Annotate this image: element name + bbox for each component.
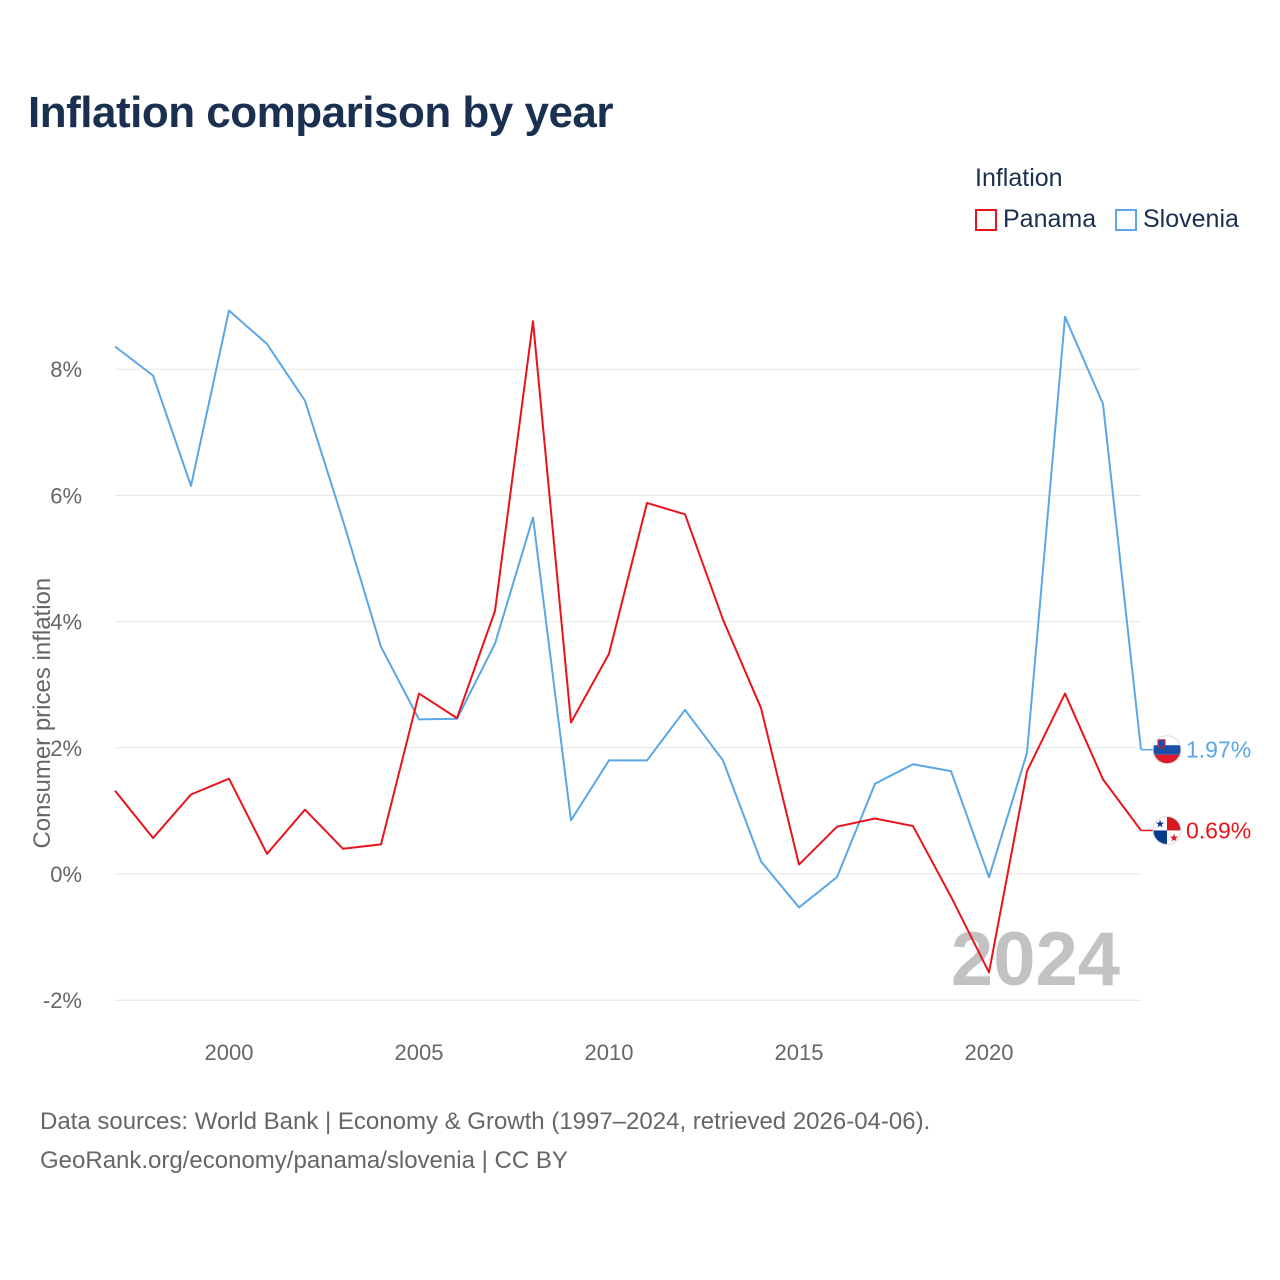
legend-title: Inflation bbox=[975, 164, 1063, 192]
year-watermark: 2024 bbox=[951, 917, 1120, 1002]
y-tick-label: 0% bbox=[50, 862, 82, 887]
data-point-slovenia bbox=[1063, 314, 1068, 319]
data-point-panama bbox=[113, 788, 118, 793]
footer-sources: Data sources: World Bank | Economy & Gro… bbox=[40, 1108, 931, 1135]
data-point-panama bbox=[227, 776, 232, 781]
data-point-panama bbox=[1101, 777, 1106, 782]
svg-text:★: ★ bbox=[1155, 818, 1165, 830]
footer-link[interactable]: GeoRank.org/economy/panama/slovenia | CC… bbox=[40, 1147, 568, 1174]
data-point-slovenia bbox=[531, 515, 536, 520]
slovenia-flag-icon bbox=[1152, 735, 1182, 765]
svg-text:★: ★ bbox=[1169, 832, 1179, 844]
data-point-slovenia bbox=[911, 762, 916, 767]
data-point-slovenia bbox=[1025, 750, 1030, 755]
data-point-panama bbox=[987, 970, 992, 975]
data-point-panama bbox=[1063, 691, 1068, 696]
data-point-panama bbox=[721, 617, 726, 622]
data-point-slovenia bbox=[873, 781, 878, 786]
y-axis-label: Consumer prices inflation bbox=[29, 578, 56, 849]
y-tick-label: 8% bbox=[50, 357, 82, 382]
y-tick-label: 2% bbox=[50, 736, 82, 761]
data-point-slovenia bbox=[987, 875, 992, 880]
x-tick-label: 2015 bbox=[775, 1040, 824, 1065]
data-point-slovenia bbox=[645, 758, 650, 763]
data-point-slovenia bbox=[379, 644, 384, 649]
data-point-slovenia bbox=[835, 875, 840, 880]
data-point-slovenia bbox=[721, 758, 726, 763]
data-point-slovenia bbox=[113, 344, 118, 349]
data-point-slovenia bbox=[797, 905, 802, 910]
data-point-panama bbox=[303, 807, 308, 812]
data-point-slovenia bbox=[607, 758, 612, 763]
y-tick-label: -2% bbox=[43, 988, 82, 1013]
series-line-slovenia bbox=[114, 309, 1142, 909]
data-point-panama bbox=[911, 824, 916, 829]
chart-title: Inflation comparison by year bbox=[28, 88, 614, 137]
data-point-panama bbox=[759, 706, 764, 711]
end-value-label-slovenia: 1.97% bbox=[1186, 737, 1251, 763]
data-point-slovenia bbox=[303, 398, 308, 403]
legend-label-slovenia: Slovenia bbox=[1143, 205, 1239, 233]
data-point-panama bbox=[949, 894, 954, 899]
data-point-panama bbox=[265, 851, 270, 856]
data-point-panama bbox=[379, 842, 384, 847]
panama-flag-icon: ★★ bbox=[1152, 815, 1182, 845]
x-tick-label: 2000 bbox=[205, 1040, 254, 1065]
legend-item-panama[interactable]: Panama bbox=[975, 205, 1096, 234]
data-point-panama bbox=[531, 319, 536, 324]
data-point-panama bbox=[1025, 769, 1030, 774]
legend-item-slovenia[interactable]: Slovenia bbox=[1115, 205, 1239, 234]
data-point-panama bbox=[569, 720, 574, 725]
data-point-slovenia bbox=[151, 373, 156, 378]
data-point-slovenia bbox=[759, 859, 764, 864]
x-tick-label: 2010 bbox=[585, 1040, 634, 1065]
data-point-slovenia bbox=[341, 518, 346, 523]
legend-swatch-slovenia bbox=[1115, 208, 1137, 231]
y-tick-label: 6% bbox=[50, 483, 82, 508]
data-point-panama bbox=[873, 816, 878, 821]
data-point-panama bbox=[683, 512, 688, 517]
data-point-panama bbox=[835, 824, 840, 829]
data-point-panama bbox=[341, 846, 346, 851]
data-point-panama bbox=[797, 862, 802, 867]
data-point-slovenia bbox=[493, 641, 498, 646]
data-point-panama bbox=[607, 651, 612, 656]
data-point-panama bbox=[151, 836, 156, 841]
data-point-panama bbox=[493, 608, 498, 613]
y-tick-label: 4% bbox=[50, 610, 82, 635]
data-point-slovenia bbox=[265, 341, 270, 346]
data-point-slovenia bbox=[683, 707, 688, 712]
x-tick-label: 2020 bbox=[965, 1040, 1014, 1065]
data-point-slovenia bbox=[189, 483, 194, 488]
data-point-panama bbox=[417, 691, 422, 696]
data-point-panama bbox=[455, 716, 460, 721]
data-point-slovenia bbox=[227, 308, 232, 313]
end-value-label-panama: 0.69% bbox=[1186, 817, 1251, 843]
legend-label-panama: Panama bbox=[1003, 205, 1097, 233]
data-point-slovenia bbox=[569, 818, 574, 823]
legend-swatch-panama bbox=[975, 208, 997, 231]
data-point-panama bbox=[645, 500, 650, 505]
x-tick-label: 2005 bbox=[395, 1040, 444, 1065]
series-line-panama bbox=[114, 320, 1142, 974]
data-point-slovenia bbox=[417, 717, 422, 722]
data-point-panama bbox=[189, 792, 194, 797]
data-point-slovenia bbox=[1101, 401, 1106, 406]
data-point-slovenia bbox=[949, 769, 954, 774]
